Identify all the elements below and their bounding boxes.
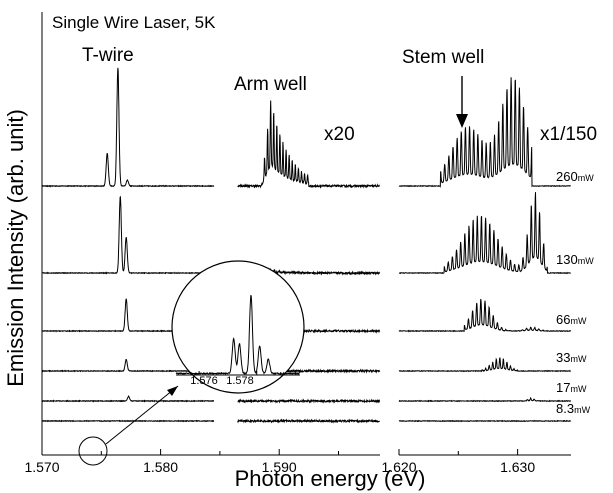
power-unit: mW [570, 354, 586, 364]
x-tick-label-l-0: 1.570 [24, 459, 59, 475]
scale-label-arm: x20 [324, 124, 355, 145]
inset-circle [171, 260, 305, 394]
region-label-stem-well: Stem well [402, 47, 484, 68]
power-label-5: 8.3mW [556, 401, 591, 416]
x-tick-label-r-1: 1.630 [500, 459, 535, 475]
chart-title: Single Wire Laser, 5K [52, 13, 216, 32]
power-labels: 260mW 130mW 66mW 33mW 17mW 8.3mW [556, 169, 594, 416]
spectrum-5 [41, 418, 571, 424]
x-tick-label-l-1: 1.580 [143, 459, 178, 475]
x-axis-title: Photon energy (eV) [235, 466, 426, 491]
x-tick-label-l-2: 1.590 [262, 459, 297, 475]
power-unit: mW [578, 256, 594, 266]
spectrum-stem-trace [398, 357, 571, 373]
spectrum-twire-trace [41, 195, 215, 275]
spectrum-1 [41, 192, 572, 276]
inset-connector-arrow [105, 385, 179, 445]
power-label-4: 17mW [556, 380, 587, 395]
x-axis-ticks: 1.570 1.580 1.590 1.620 1.630 [24, 449, 535, 475]
spectrum-stem-trace [398, 298, 572, 333]
region-label-t-wire: T-wire [82, 45, 134, 66]
plot-axes [41, 12, 571, 456]
inset-tick-label-2: 1.578 [226, 375, 254, 387]
spectrum-twire-trace [41, 359, 215, 373]
stem-well-arrow [456, 76, 468, 128]
spectrum-2 [42, 298, 572, 334]
power-unit: mW [578, 173, 594, 183]
spectrum-3 [41, 357, 571, 374]
spectrum-twire-trace [41, 419, 215, 423]
spectra-traces [41, 67, 572, 424]
spectrum-stem-trace [398, 77, 572, 189]
region-label-arm-well: Arm well [234, 74, 307, 95]
spectrum-twire-trace [41, 67, 215, 188]
power-label-0: 260mW [556, 169, 594, 184]
power-unit: mW [570, 316, 586, 326]
inset-tick-label-1: 1.576 [190, 375, 218, 387]
x-tick-label-r-0: 1.620 [381, 459, 416, 475]
power-label-2: 66mW [556, 312, 587, 327]
power-unit: mW [574, 405, 590, 415]
spectrum-twire-trace [41, 394, 215, 403]
spectrum-stem-trace [398, 192, 572, 275]
power-label-3: 33mW [556, 350, 587, 365]
power-unit: mW [570, 384, 586, 394]
spectrum-0 [41, 67, 572, 189]
spectrum-arm-trace [237, 100, 380, 189]
spectrum-arm-trace [237, 398, 381, 404]
scale-label-stem: x1/150 [540, 124, 597, 145]
y-axis-title: Emission Intensity (arb. unit) [3, 109, 28, 387]
spectrum-arm-trace [237, 418, 381, 424]
inset-trace [175, 294, 300, 376]
spectrum-4 [41, 394, 571, 404]
spectrum-stem-trace [398, 396, 571, 403]
power-label-1: 130mW [556, 252, 594, 267]
spectrum-stem-trace [398, 419, 571, 423]
source-highlight-circle [78, 436, 108, 466]
inset-zoom: 1.576 1.578 [78, 260, 305, 466]
